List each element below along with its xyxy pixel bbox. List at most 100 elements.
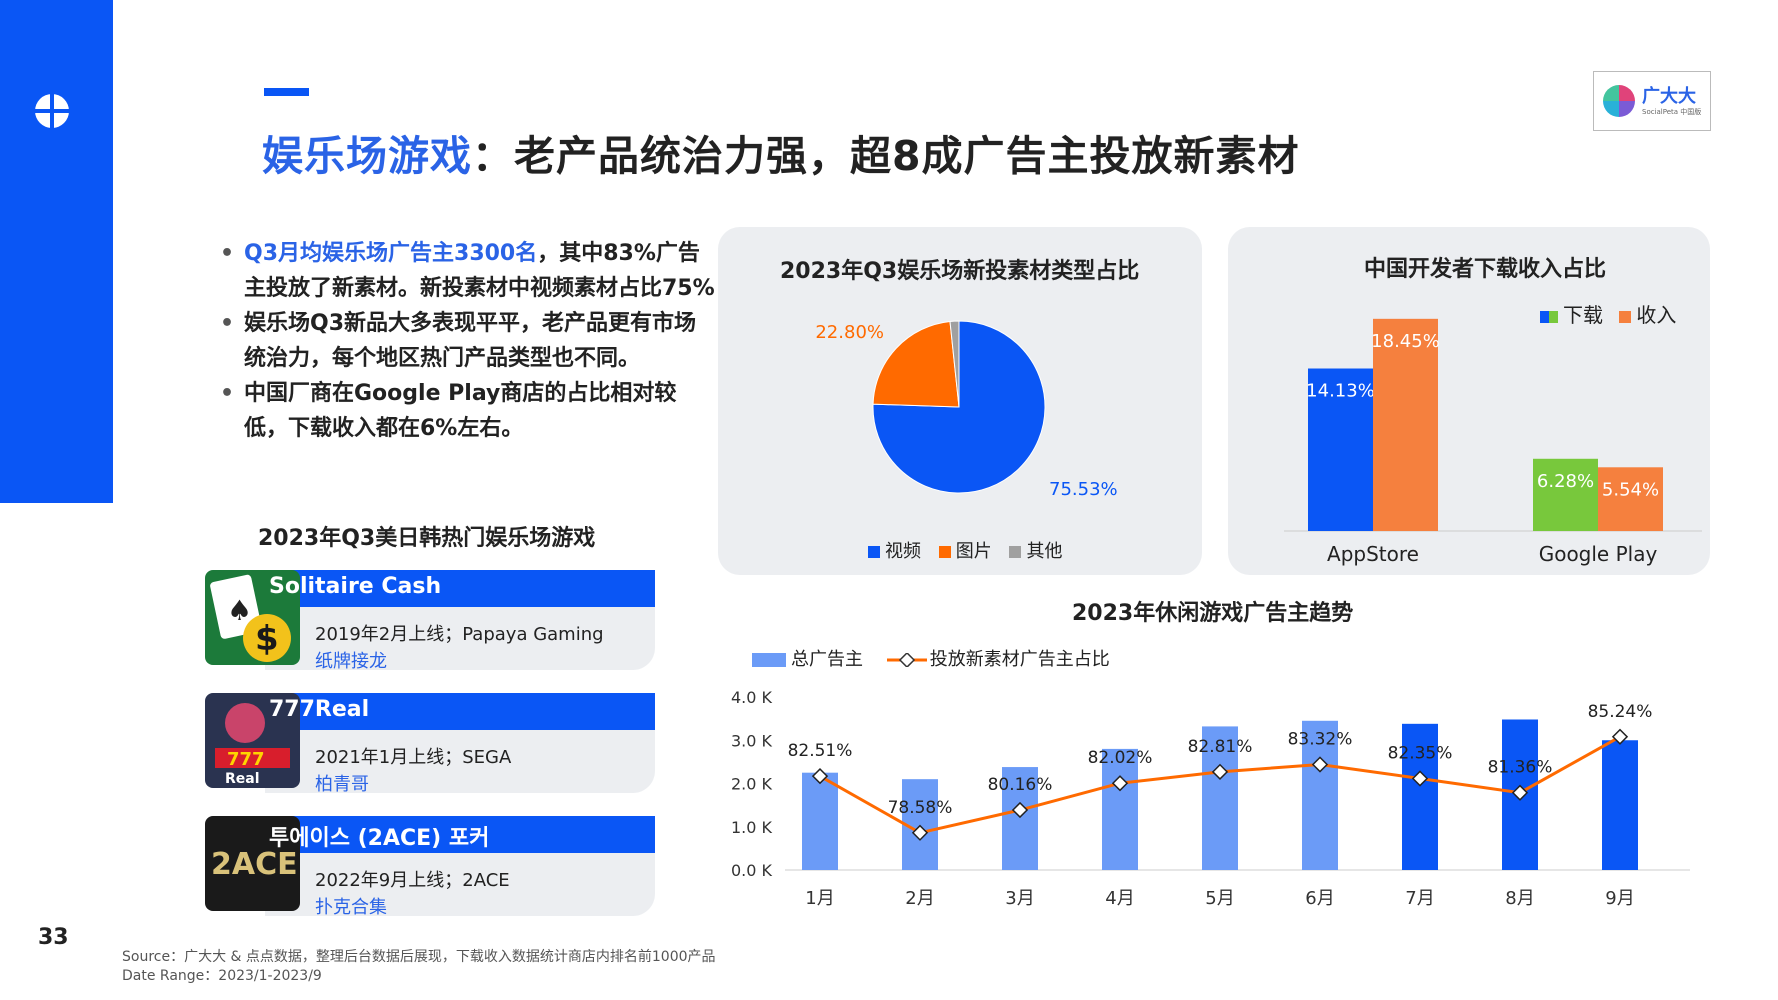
legend-label: 收入: [1636, 303, 1677, 327]
summary-bullets: Q3月均娱乐场广告主3300名，其中83%广告主投放了新素材。新投素材中视频素材…: [216, 236, 716, 446]
ratio-data-label: 83.32%: [1288, 729, 1353, 749]
ratio-marker: [811, 768, 829, 785]
svg-text:♠: ♠: [227, 594, 252, 627]
trend-legend-ratio: 投放新素材广告主占比: [886, 649, 1110, 670]
y-tick-label: 2.0 K: [731, 775, 773, 794]
ratio-marker: [1211, 763, 1229, 780]
2ace-icon: 2ACE: [205, 816, 300, 911]
trend-bar: [1202, 726, 1238, 870]
legend-swatch: [1009, 546, 1022, 558]
x-tick-label: AppStore: [1327, 542, 1419, 566]
bar-data-label: 5.54%: [1602, 479, 1659, 500]
legend-label: 总广告主: [791, 649, 863, 670]
pie-data-label: 75.53%: [1049, 479, 1118, 500]
ratio-data-label: 82.51%: [788, 741, 853, 761]
bar: [1308, 368, 1373, 531]
x-tick-label: 5月: [1205, 888, 1234, 909]
ratio-marker: [1511, 784, 1529, 801]
brand-subtitle: SocialPeta 中国版: [1642, 108, 1702, 116]
legend-line-marker: [886, 651, 927, 669]
pie-slice: [872, 320, 960, 408]
pie-legend-video: 视频: [868, 541, 921, 562]
x-tick-label: 7月: [1405, 888, 1434, 909]
game-card-2ace[interactable]: 2ACE 투에이스 (2ACE) 포커 2022年9月上线；2ACE 扑克合集: [205, 816, 655, 918]
legend-swatch: [868, 546, 880, 558]
game-genre: 纸牌接龙: [315, 651, 387, 672]
ratio-marker: [1011, 801, 1029, 819]
pie-legend-other: 其他: [1009, 541, 1062, 562]
ratio-data-label: 82.81%: [1188, 737, 1253, 757]
trend-bar: [1002, 767, 1038, 870]
legend-label: 视频: [885, 541, 921, 562]
brand-icon: [1603, 85, 1635, 117]
777real-icon: 777 Real: [205, 693, 300, 788]
ratio-marker: [1311, 756, 1329, 773]
trend-chart: 0.0 K 1.0 K 2.0 K 3.0 K 4.0 K 1月 2月 3月 4月 5月 6月 7月 8…: [731, 688, 1690, 909]
y-tick-label: 1.0 K: [731, 818, 773, 837]
game-genre: 柏青哥: [315, 774, 369, 795]
trend-bar: [1102, 748, 1138, 870]
ratio-data-label: 85.24%: [1588, 702, 1653, 722]
trend-bar: [1602, 740, 1638, 870]
trend-bar: [1402, 723, 1438, 870]
pie-legend-image: 图片: [938, 541, 992, 562]
x-tick-label: 2月: [905, 888, 934, 909]
trend-legend: 总广告主 投放新素材广告主占比: [752, 645, 1110, 671]
pie-slice: [949, 320, 960, 408]
ratio-marker: [1111, 775, 1129, 792]
trend-legend-total: 总广告主: [752, 649, 863, 670]
legend-swatch: [938, 546, 951, 558]
bar: [1533, 458, 1598, 531]
game-card-777real[interactable]: 777 Real 777Real 2021年1月上线；SEGA 柏青哥: [205, 693, 655, 795]
page-title-highlight: 娱乐场游戏: [262, 132, 472, 180]
ratio-marker: [1611, 728, 1629, 745]
solitaire-cash-icon: ♠ $: [205, 570, 300, 665]
game-name-bar: [265, 570, 655, 607]
app-logo-icon: [35, 94, 69, 128]
game-meta: 2019年2月上线；Papaya Gaming: [315, 624, 604, 645]
ratio-marker: [911, 824, 929, 841]
x-tick-label: Google Play: [1539, 542, 1658, 566]
bar-data-label: 18.45%: [1371, 331, 1440, 352]
trend-bar: [802, 772, 838, 870]
legend-label: 投放新素材广告主占比: [929, 649, 1110, 670]
brand-logo: 广大大 SocialPeta 中国版: [1593, 71, 1711, 131]
games-heading: 2023年Q3美日韩热门娱乐场游戏: [258, 526, 596, 551]
legend-swatch: [752, 653, 786, 667]
game-name: Solitaire Cash: [269, 574, 442, 599]
ratio-data-label: 78.58%: [888, 798, 953, 818]
legend-swatch: [1540, 310, 1549, 323]
pie-chart-title: 2023年Q3娱乐场新投素材类型占比: [780, 259, 1140, 284]
page-title: 娱乐场游戏：老产品统治力强，超8成广告主投放新素材: [262, 122, 1300, 184]
ratio-data-label: 82.35%: [1388, 743, 1453, 763]
bullet-3: 中国厂商在Google Play商店的占比相对较低，下载收入都在6%左右。: [216, 376, 716, 446]
game-name-bar: [265, 816, 655, 853]
ratio-data-label: 81.36%: [1488, 758, 1553, 778]
bullet-1: Q3月均娱乐场广告主3300名，其中83%广告主投放了新素材。新投素材中视频素材…: [216, 236, 716, 306]
game-name-bar: [265, 693, 655, 730]
bullet-1-highlight: Q3月均娱乐场广告主3300名: [244, 241, 538, 266]
game-card-solitaire-cash[interactable]: ♠ $ Solitaire Cash 2019年2月上线；Papaya Gami…: [205, 570, 655, 672]
legend-swatch: [1549, 310, 1558, 323]
y-tick-label: 0.0 K: [731, 861, 773, 880]
bar-chart-title: 中国开发者下载收入占比: [1364, 257, 1607, 282]
bar: [1373, 318, 1438, 531]
game-genre: 扑克合集: [315, 897, 387, 918]
legend-label: 其他: [1026, 541, 1063, 562]
page-title-rest: ：老产品统治力强，超8成广告主投放新素材: [472, 132, 1300, 180]
bullet-3-text: 中国厂商在Google Play商店的占比相对较低，下载收入都在6%左右。: [244, 381, 677, 441]
ratio-data-label: 80.16%: [988, 775, 1053, 795]
legend-label: 图片: [955, 541, 992, 562]
game-name: 777Real: [269, 697, 370, 722]
pie-data-label: 22.80%: [815, 322, 884, 343]
source-line: Source：广大大 & 点点数据，整理后台数据后展现，下载收入数据统计商店内排…: [122, 949, 716, 965]
bar-legend: 下载 收入: [1540, 299, 1676, 328]
legend-label: 下载: [1563, 303, 1603, 327]
bullet-2-text: 娱乐场Q3新品大多表现平平，老产品更有市场统治力，每个地区热门产品类型也不同。: [244, 311, 697, 371]
bullet-1-text: ，其中83%广告主投放了新素材。新投素材中视频素材占比75%: [244, 241, 715, 301]
bar-legend-downloads: 下载: [1540, 303, 1603, 327]
svg-text:2ACE: 2ACE: [211, 847, 298, 882]
pie-chart: 75.53% 22.80%: [815, 320, 1118, 500]
ratio-marker: [1411, 770, 1429, 787]
trend-chart-title: 2023年休闲游戏广告主趋势: [1072, 601, 1354, 626]
